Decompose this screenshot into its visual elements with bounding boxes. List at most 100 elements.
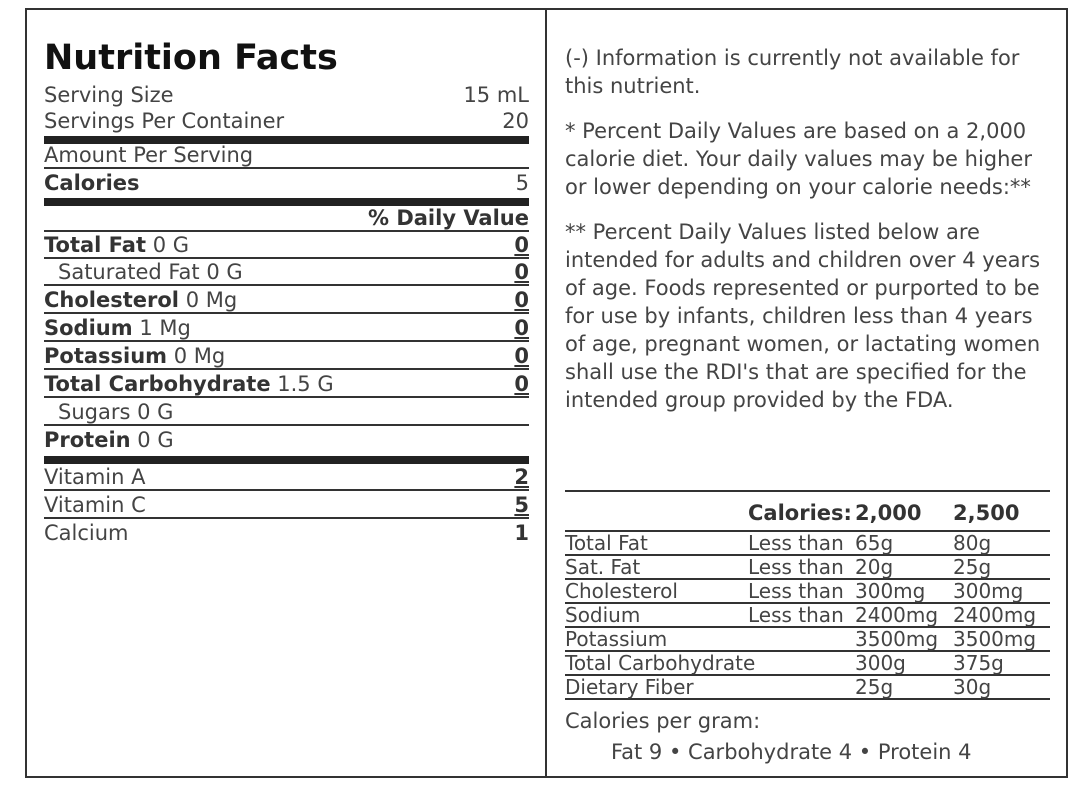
dv-row-value-2500: 25g <box>953 555 992 579</box>
dv-row-name: Cholesterol <box>565 579 678 603</box>
vitamin-label: Vitamin C <box>44 493 146 517</box>
vitamin-row: Vitamin C 5 <box>44 491 529 519</box>
table-row: Sat. Fat Less than 20g 25g <box>565 556 1050 580</box>
dv-row-value-2500: 30g <box>953 675 992 699</box>
nutrient-row: Sugars 0 G <box>44 398 529 426</box>
nutrient-label: Cholesterol <box>44 288 179 312</box>
nutrient-amount: 0 G <box>206 260 243 284</box>
dv-row-qualifier: Less than <box>748 603 844 627</box>
dv-row-value-2500: 3500mg <box>953 627 1037 651</box>
daily-value-header-row: % Daily Value <box>44 206 529 232</box>
dv-row-value-2000: 20g <box>855 555 894 579</box>
servings-per-container-label: Servings Per Container <box>44 109 285 133</box>
nutrient-dv: 0 <box>514 316 529 340</box>
calories-row: Calories 5 <box>44 169 529 195</box>
heavy-rule <box>44 198 529 206</box>
nutrient-dv: 0 <box>514 233 529 257</box>
serving-size-value: 15 mL <box>463 83 529 107</box>
serving-size-label: Serving Size <box>44 83 174 107</box>
dv-row-value-2000: 25g <box>855 675 894 699</box>
nutrient-label: Sodium <box>44 316 133 340</box>
nutrient-label: Saturated Fat <box>58 260 200 284</box>
nutrient-amount: 0 G <box>137 400 174 424</box>
notes-panel: (-) Information is currently not availab… <box>565 44 1050 431</box>
servings-per-container-row: Servings Per Container 20 <box>44 107 529 133</box>
nutrient-amount: 0 G <box>152 233 190 257</box>
dv-row-name: Dietary Fiber <box>565 675 694 699</box>
nutrient-label: Total Fat <box>44 233 147 257</box>
dv-row-value-2000: 65g <box>855 531 894 555</box>
dv-row-value-2000: 2400mg <box>855 603 939 627</box>
heavy-rule <box>44 136 529 144</box>
dv-row-value-2500: 300mg <box>953 579 1024 603</box>
nutrient-label: Total Carbohydrate <box>44 372 271 396</box>
nutrient-amount: 1 Mg <box>139 316 191 340</box>
nutrient-row: Cholesterol 0 Mg 0 <box>44 286 529 314</box>
vitamin-dv: 1 <box>514 521 529 545</box>
dv-row-value-2500: 80g <box>953 531 992 555</box>
nutrient-amount: 0 G <box>137 428 174 452</box>
dv-row-name: Potassium <box>565 627 668 651</box>
dv-row-name: Total Carbohydrate <box>565 651 756 675</box>
dv-row-qualifier: Less than <box>748 555 844 579</box>
column-divider <box>545 8 547 778</box>
info-unavailable-note: (-) Information is currently not availab… <box>565 46 1020 98</box>
vitamin-dv: 5 <box>514 493 529 517</box>
table-row: Total Fat Less than 65g 80g <box>565 532 1050 556</box>
nutrient-amount: 0 Mg <box>173 344 226 368</box>
nutrient-dv: 0 <box>514 372 529 396</box>
nutrient-amount: 1.5 G <box>277 372 334 396</box>
dv-row-name: Sodium <box>565 603 641 627</box>
dv-row-value-2500: 375g <box>953 651 1004 675</box>
nutrient-dv: 0 <box>514 260 529 284</box>
nutrient-row: Saturated Fat 0 G 0 <box>44 259 529 286</box>
dv-col-2000: 2,000 <box>855 501 922 525</box>
daily-values-table: Calories: 2,000 2,500 Total Fat Less tha… <box>565 490 1050 700</box>
vitamin-row: Calcium 1 <box>44 519 529 545</box>
table-row: Cholesterol Less than 300mg 300mg <box>565 580 1050 604</box>
calories-per-gram-values: Fat 9 • Carbohydrate 4 • Protein 4 <box>611 740 972 764</box>
dv-table-header: Calories: 2,000 2,500 <box>565 490 1050 532</box>
daily-value-header: % Daily Value <box>367 206 529 230</box>
table-row: Dietary Fiber 25g 30g <box>565 676 1050 700</box>
calories-value: 5 <box>515 171 529 195</box>
nutrient-row: Potassium 0 Mg 0 <box>44 342 529 370</box>
dv-calories-label: Calories: <box>748 501 852 525</box>
dv-row-qualifier: Less than <box>748 579 844 603</box>
vitamin-label: Vitamin A <box>44 465 146 489</box>
calories-per-gram: Calories per gram: Fat 9 • Carbohydrate … <box>565 706 972 768</box>
nutrient-row: Sodium 1 Mg 0 <box>44 314 529 342</box>
serving-size-row: Serving Size 15 mL <box>44 80 529 107</box>
table-row: Sodium Less than 2400mg 2400mg <box>565 604 1050 628</box>
dv-row-value-2000: 300mg <box>855 579 926 603</box>
nutrient-row: Total Fat 0 G 0 <box>44 232 529 259</box>
nutrient-dv: 0 <box>514 288 529 312</box>
vitamin-dv: 2 <box>514 465 529 489</box>
calories-per-gram-label: Calories per gram: <box>565 709 761 733</box>
table-row: Total Carbohydrate 300g 375g <box>565 652 1050 676</box>
dv-row-name: Sat. Fat <box>565 555 641 579</box>
nutrient-label: Protein <box>44 428 131 452</box>
dv-row-qualifier: Less than <box>748 531 844 555</box>
heavy-rule <box>44 456 529 464</box>
amount-per-serving-label: Amount Per Serving <box>44 143 254 167</box>
nutrient-label: Sugars <box>58 400 131 424</box>
page-title: Nutrition Facts <box>44 38 338 78</box>
table-row: Potassium 3500mg 3500mg <box>565 628 1050 652</box>
servings-per-container-value: 20 <box>502 109 529 133</box>
nutrient-amount: 0 Mg <box>185 288 238 312</box>
dv-row-name: Total Fat <box>565 531 648 555</box>
percent-dv-note: * Percent Daily Values are based on a 2,… <box>565 119 1032 199</box>
nutrient-dv: 0 <box>514 344 529 368</box>
nutrient-row: Protein 0 G <box>44 426 529 452</box>
nutrient-row: Total Carbohydrate 1.5 G 0 <box>44 370 529 398</box>
amount-per-serving-row: Amount Per Serving <box>44 143 529 169</box>
dv-row-value-2000: 300g <box>855 651 906 675</box>
nutrient-label: Potassium <box>44 344 168 368</box>
calories-label: Calories <box>44 171 140 195</box>
vitamin-label: Calcium <box>44 521 129 545</box>
dv-row-value-2000: 3500mg <box>855 627 939 651</box>
nutrition-facts-panel: Nutrition Facts Serving Size 15 mL Servi… <box>44 36 529 545</box>
vitamin-row: Vitamin A 2 <box>44 464 529 491</box>
rdi-note: ** Percent Daily Values listed below are… <box>565 220 1041 412</box>
